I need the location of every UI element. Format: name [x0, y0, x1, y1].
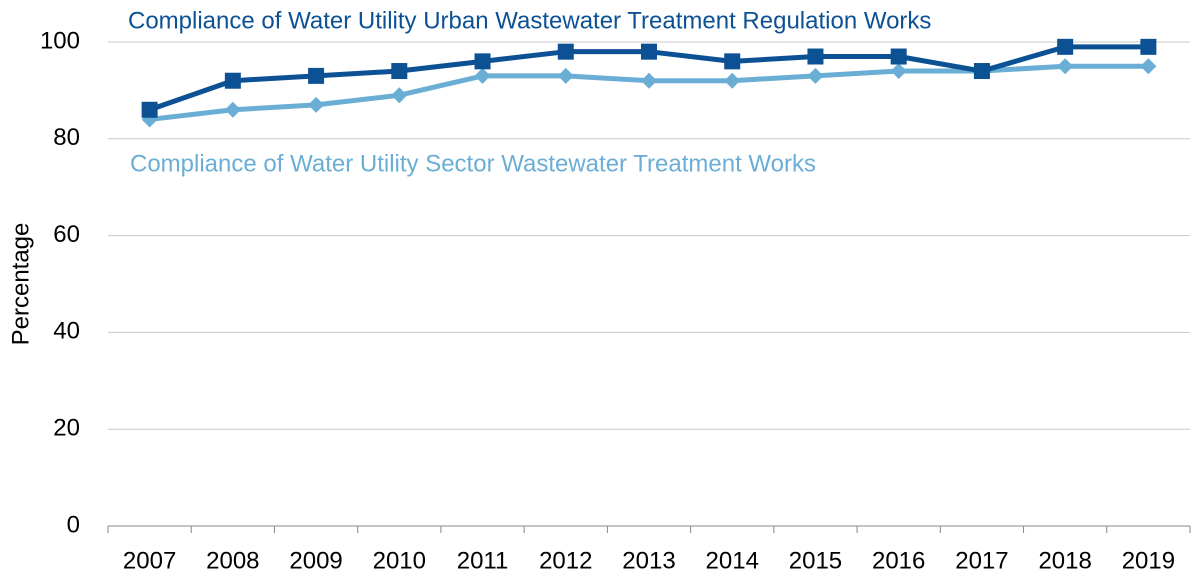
- x-tick-label: 2017: [955, 547, 1008, 574]
- marker: [1140, 38, 1157, 55]
- x-tick-label: 2009: [289, 547, 342, 574]
- marker: [141, 101, 158, 118]
- y-tick-label: 100: [40, 27, 80, 54]
- marker: [1140, 58, 1157, 75]
- x-tick-label: 2018: [1038, 547, 1091, 574]
- marker: [641, 43, 657, 60]
- marker: [308, 96, 325, 113]
- y-tick-label: 80: [53, 124, 80, 151]
- marker: [807, 67, 824, 84]
- series-label: Compliance of Water Utility Sector Waste…: [130, 150, 816, 177]
- marker: [641, 72, 657, 89]
- marker: [890, 63, 907, 80]
- marker: [973, 63, 990, 80]
- marker: [224, 72, 241, 89]
- x-tick-label: 2012: [539, 547, 592, 574]
- marker: [557, 67, 574, 84]
- marker: [308, 67, 325, 84]
- marker: [724, 53, 741, 70]
- x-tick-label: 2019: [1122, 547, 1175, 574]
- y-tick-label: 40: [53, 318, 80, 345]
- y-tick-label: 20: [53, 415, 80, 442]
- x-tick-label: 2008: [206, 547, 259, 574]
- x-tick-label: 2013: [622, 547, 675, 574]
- x-tick-label: 2011: [457, 547, 509, 574]
- marker: [391, 87, 408, 104]
- marker: [890, 48, 907, 65]
- marker: [391, 63, 408, 80]
- x-tick-label: 2007: [123, 547, 176, 574]
- marker: [474, 67, 491, 84]
- x-tick-label: 2016: [872, 547, 925, 574]
- marker: [557, 43, 574, 60]
- marker: [474, 53, 491, 70]
- marker: [807, 48, 824, 65]
- series-label: Compliance of Water Utility Urban Wastew…: [128, 7, 931, 34]
- x-tick-label: 2014: [706, 547, 759, 574]
- y-tick-label: 60: [53, 221, 80, 248]
- y-axis-label: Percentage: [7, 223, 34, 346]
- marker: [1057, 38, 1074, 55]
- y-tick-label: 0: [67, 511, 80, 538]
- marker: [724, 72, 741, 89]
- marker: [1057, 58, 1074, 75]
- x-tick-label: 2010: [373, 547, 426, 574]
- x-tick-label: 2015: [789, 547, 842, 574]
- marker: [224, 101, 241, 118]
